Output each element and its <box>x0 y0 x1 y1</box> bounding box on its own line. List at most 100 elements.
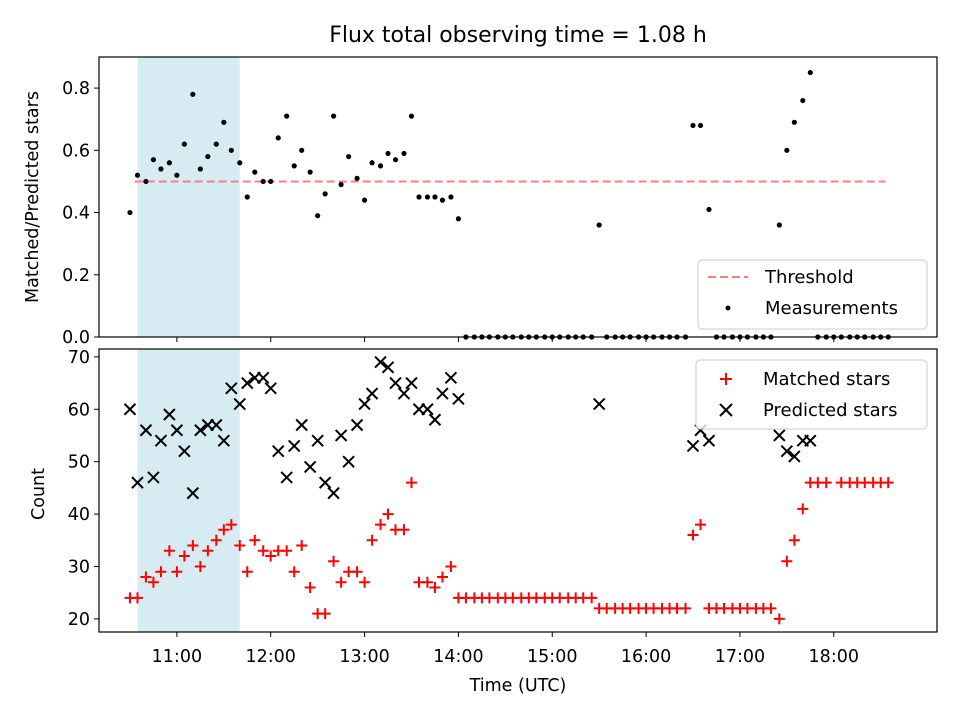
predicted-star-marker <box>702 434 716 447</box>
matched-star-marker <box>398 524 410 536</box>
legend-matched-label: Matched stars <box>763 369 890 390</box>
matched-star-marker <box>429 581 441 593</box>
predicted-star-marker <box>264 382 277 395</box>
predicted-star-marker <box>686 439 700 453</box>
measurement-point <box>401 150 407 157</box>
predicted-star-marker <box>287 439 301 453</box>
matched-star-marker <box>178 550 190 562</box>
matched-star-marker <box>781 555 793 567</box>
matched-star-marker <box>288 566 300 578</box>
measurement-point <box>416 194 422 200</box>
matched-star-marker <box>382 508 394 520</box>
predicted-star-marker <box>280 471 293 484</box>
predicted-star-marker <box>350 418 364 432</box>
matched-star-marker <box>695 519 707 531</box>
predicted-star-marker <box>397 387 411 400</box>
measurement-point <box>392 157 399 163</box>
predicted-star-marker <box>210 418 223 432</box>
predicted-star-marker <box>163 408 176 421</box>
x-tick-label: 16:00 <box>621 647 671 667</box>
bottom-y-axis-label: Count <box>29 468 49 520</box>
top-highlight-span <box>137 57 240 337</box>
measurement-point <box>174 172 180 178</box>
measurement-point <box>338 181 344 188</box>
matched-star-marker <box>225 519 237 531</box>
measurement-point <box>439 197 446 203</box>
legend-measurements-label: Measurements <box>765 298 898 319</box>
predicted-star-marker <box>334 429 348 442</box>
measurement-point <box>307 169 313 175</box>
predicted-star-marker <box>804 434 817 447</box>
matched-star-marker <box>680 602 692 614</box>
measurement-point <box>197 166 203 172</box>
measurement-point <box>291 163 297 169</box>
predicted-star-marker <box>428 413 442 426</box>
top-y-axis: 0.0 0.2 0.4 0.6 0.8 <box>62 79 99 348</box>
measurement-point <box>784 147 790 153</box>
predicted-star-marker <box>178 444 191 458</box>
legend-measurements-swatch <box>725 305 731 311</box>
matched-star-marker <box>586 592 598 604</box>
measurement-point <box>150 157 157 163</box>
matched-star-marker <box>249 534 261 546</box>
predicted-star-marker <box>421 403 434 416</box>
matched-star-marker <box>820 477 832 489</box>
predicted-star-marker <box>295 418 308 432</box>
top-x-axis-ticks <box>176 337 835 342</box>
predicted-star-marker <box>311 434 324 447</box>
matched-star-marker <box>765 602 777 614</box>
x-tick-label: 18:00 <box>809 647 859 667</box>
measurement-point <box>190 91 196 97</box>
matched-star-marker <box>163 545 175 557</box>
bottom-y-tick-label: 20 <box>68 610 90 630</box>
predicted-star-marker <box>257 371 270 385</box>
matched-star-marker <box>773 613 785 625</box>
predicted-star-marker <box>788 450 801 463</box>
predicted-star-marker <box>147 471 160 484</box>
measurement-point <box>228 147 234 153</box>
top-panel: 0.00.20.40.60.8 Matched/Predicted stars … <box>23 56 938 348</box>
x-tick-label: 13:00 <box>339 647 389 667</box>
x-axis-label: Time (UTC) <box>469 676 567 696</box>
measurement-point <box>706 206 712 213</box>
measurement-point <box>377 163 384 169</box>
measurement-point <box>237 160 243 166</box>
predicted-star-marker <box>342 455 355 468</box>
predicted-star-marker <box>233 397 246 411</box>
measurement-point <box>385 150 391 157</box>
predicted-star-marker <box>436 387 449 400</box>
predicted-star-marker <box>389 376 402 390</box>
top-y-axis-label: Matched/Predicted stars <box>23 91 43 303</box>
measurement-point <box>134 172 141 178</box>
matched-star-marker <box>335 576 347 588</box>
matched-star-marker <box>788 534 800 546</box>
matched-star-marker <box>257 545 269 557</box>
top-legend: Threshold Measurements <box>697 259 928 330</box>
measurement-point <box>432 194 438 200</box>
measurement-point <box>275 135 281 141</box>
predicted-star-marker <box>405 376 418 390</box>
top-y-tick-label: 0.8 <box>62 79 90 99</box>
measurement-point <box>260 178 266 185</box>
bottom-y-axis: 20 30 40 50 60 70 <box>68 348 99 630</box>
measurement-point <box>424 194 431 200</box>
matched-star-marker <box>328 555 340 567</box>
predicted-star-marker <box>303 460 317 474</box>
measurement-point <box>299 147 305 153</box>
predicted-star-marker <box>272 444 285 458</box>
measurement-point <box>800 97 806 104</box>
bottom-highlight-span <box>137 349 240 632</box>
measurement-point <box>448 194 454 200</box>
matched-star-marker <box>147 576 159 588</box>
measurement-point <box>158 166 164 172</box>
bottom-plot-frame <box>98 348 938 633</box>
measurement-point <box>354 175 360 181</box>
measurement-point <box>284 113 290 119</box>
matched-star-marker <box>202 545 214 557</box>
measurement-point <box>205 153 211 160</box>
measurement-point <box>252 169 258 175</box>
measurement-point <box>455 216 462 222</box>
chart-title: Flux total observing time = 1.08 h <box>329 23 707 48</box>
matched-star-marker <box>155 566 167 578</box>
